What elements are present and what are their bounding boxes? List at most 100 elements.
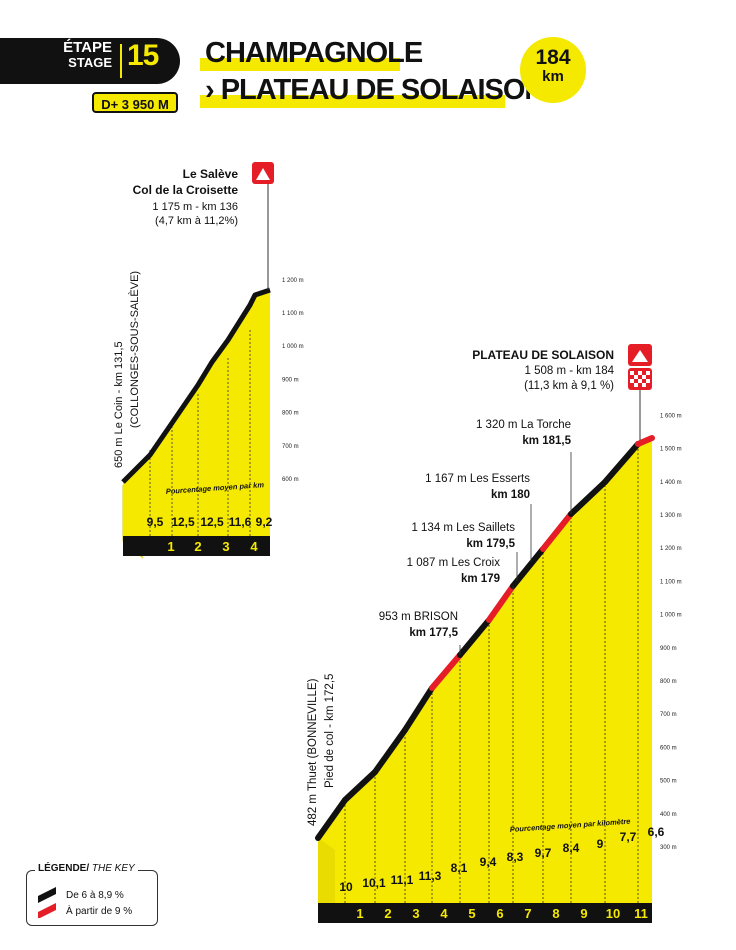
axis-tick-solaison: 1 600 m	[660, 413, 682, 419]
km-label: 8	[552, 906, 559, 921]
title-highlight-1	[200, 58, 400, 71]
waypoint-label: 1 087 m Les Croix	[407, 557, 501, 569]
profile-body-saleve	[123, 290, 270, 536]
stage-label: ÉTAPE STAGE	[52, 40, 112, 70]
waypoint-label: 953 m BRISON	[379, 611, 458, 623]
axis-tick-saleve: 1 000 m	[282, 344, 304, 350]
legend-swatch-steep	[38, 903, 56, 918]
gradient-value: 12,5	[171, 515, 195, 529]
gradient-value: 10	[339, 880, 353, 894]
waypoint-km: km 180	[491, 489, 530, 501]
axis-tick-solaison: 600 m	[660, 745, 677, 751]
gradient-value: 8,1	[451, 861, 468, 875]
gradient-value: 11,6	[229, 515, 252, 529]
gradient-value: 8,3	[507, 850, 524, 864]
waypoint-label: 1 320 m La Torche	[476, 419, 571, 431]
profile-body-solaison	[318, 438, 652, 903]
axis-tick-solaison: 800 m	[660, 679, 677, 685]
legend-title-fr: LÉGENDE	[38, 863, 87, 874]
gradient-value: 7,7	[620, 830, 637, 844]
distance-unit: km	[542, 68, 564, 85]
waypoint-label: 1 134 m Les Saillets	[411, 522, 515, 534]
profile-side-solaison	[318, 838, 335, 922]
axis-tick-solaison: 1 300 m	[660, 513, 682, 519]
foot-sublabel-saleve: (COLLONGES-SOUS-SALÈVE)	[128, 271, 141, 428]
km-label: 10	[606, 906, 620, 921]
finish-checker	[634, 375, 638, 379]
finish-checker	[630, 371, 634, 375]
profile-segment-solaison	[457, 617, 492, 658]
finish-checker	[642, 375, 646, 379]
finish-checker	[638, 379, 642, 383]
gradient-value: 10,1	[362, 876, 386, 890]
profile-segment-solaison	[602, 441, 641, 485]
km-label: 6	[496, 906, 503, 921]
axis-tick-solaison: 1 200 m	[660, 546, 682, 552]
finish-checker	[634, 383, 638, 387]
axis-tick-solaison: 900 m	[660, 646, 677, 652]
distance-value: 184	[535, 46, 571, 69]
axis-tick-saleve: 600 m	[282, 477, 299, 483]
km-label: 4	[250, 539, 258, 554]
axis-tick-solaison: 500 m	[660, 779, 677, 785]
axis-tick-saleve: 1 200 m	[282, 278, 304, 284]
foot-label-saleve: 650 m Le Coin - km 131,5	[113, 341, 125, 468]
mountain-icon	[632, 350, 648, 362]
axis-tick-saleve: 800 m	[282, 411, 299, 417]
gradient-value: 9,2	[256, 515, 273, 529]
km-label: 3	[412, 906, 419, 921]
stage-badge	[0, 38, 180, 84]
profile-segment-solaison	[635, 435, 655, 447]
summit-label-solaison: PLATEAU DE SOLAISON	[472, 348, 614, 362]
stage-separator	[120, 44, 122, 78]
summit-label-saleve: (4,7 km à 11,2%)	[155, 215, 238, 227]
km-label: 5	[468, 906, 475, 921]
profile-base-saleve	[123, 536, 270, 556]
gradient-value: 8,4	[563, 841, 580, 855]
profile-segment-solaison	[402, 685, 435, 733]
legend-item-moderate: De 6 à 8,9 %	[66, 890, 124, 901]
finish-checker	[646, 379, 650, 383]
axis-tick-saleve: 1 100 m	[282, 311, 304, 317]
km-label: 7	[524, 906, 531, 921]
foot-sublabel-solaison: Pied de col - km 172,5	[324, 674, 336, 788]
km-label: 4	[440, 906, 448, 921]
stage-label-en: STAGE	[68, 55, 112, 70]
profile-segment-solaison	[510, 546, 546, 589]
km-label: 1	[356, 906, 363, 921]
profile-segment-solaison	[540, 511, 574, 552]
waypoint-km: km 179	[461, 573, 500, 585]
legend-title: LÉGENDE/ THE KEY	[35, 863, 138, 874]
title-highlight-2	[200, 95, 505, 108]
gradient-value: 11,1	[391, 873, 414, 887]
stage-label-fr: ÉTAPE	[63, 39, 112, 56]
axis-tick-saleve: 900 m	[282, 377, 299, 383]
km-label: 3	[222, 539, 229, 554]
profile-segment-solaison	[486, 583, 516, 623]
waypoint-km: km 179,5	[466, 538, 515, 550]
km-label: 1	[167, 539, 174, 554]
gradient-value: 9	[597, 837, 604, 851]
waypoint-km: km 181,5	[522, 435, 571, 447]
finish-checker	[630, 379, 634, 383]
legend-item-steep: À partir de 9 %	[66, 906, 133, 917]
axis-tick-solaison: 300 m	[660, 845, 677, 851]
axis-tick-solaison: 1 500 m	[660, 447, 682, 453]
km-label: 2	[194, 539, 201, 554]
km-label: 2	[384, 906, 391, 921]
gradient-value: 9,4	[480, 855, 497, 869]
axis-tick-solaison: 700 m	[660, 712, 677, 718]
profile-segment-solaison	[315, 797, 348, 841]
finish-checker	[638, 371, 642, 375]
climbing-badge: D+ 3 950 M	[92, 92, 178, 113]
waypoint-label: 1 167 m Les Esserts	[425, 473, 530, 485]
stage-number: 15	[127, 39, 159, 72]
foot-label-solaison: 482 m Thuet (BONNEVILLE)	[307, 678, 319, 826]
gradient-value: 9,5	[147, 515, 164, 529]
mountain-icon	[256, 168, 270, 180]
gradient-value: 9,7	[535, 846, 552, 860]
axis-tick-solaison: 1 100 m	[660, 579, 682, 585]
gradient-value: 6,6	[648, 825, 665, 839]
axis-tick-saleve: 700 m	[282, 444, 299, 450]
